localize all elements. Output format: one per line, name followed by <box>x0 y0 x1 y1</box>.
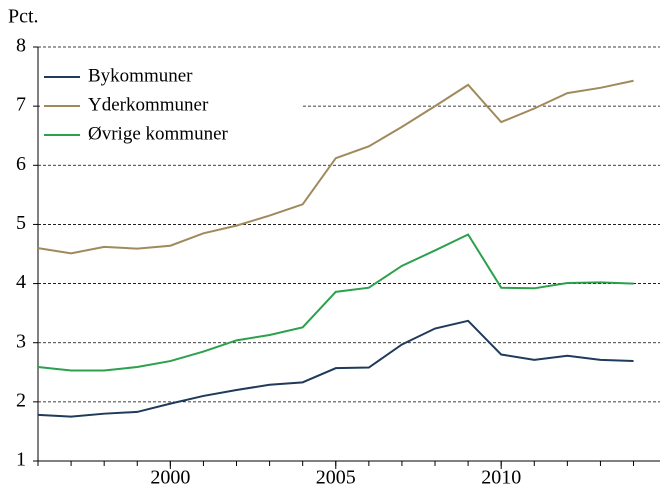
y-tick-label: 1 <box>16 449 26 471</box>
legend-label: Bykommuner <box>88 65 193 86</box>
y-tick-label: 7 <box>16 94 26 116</box>
legend-label: Øvrige kommuner <box>88 123 229 144</box>
x-tick-label: 2010 <box>481 467 521 489</box>
legend-background <box>40 60 302 152</box>
series-line <box>37 233 634 372</box>
y-tick-label: 3 <box>16 330 26 352</box>
y-axis-label: Pct. <box>8 6 39 28</box>
x-tick-label: 2005 <box>316 467 356 489</box>
series-line <box>37 79 634 255</box>
x-tick-label: 2000 <box>150 467 190 489</box>
y-tick-label: 2 <box>16 389 26 411</box>
legend-label: Yderkommuner <box>88 94 209 115</box>
y-tick-label: 8 <box>16 35 26 57</box>
y-tick-label: 5 <box>16 212 26 234</box>
series-line <box>37 319 634 418</box>
y-tick-label: 4 <box>16 271 26 293</box>
y-tick-label: 6 <box>16 153 26 175</box>
